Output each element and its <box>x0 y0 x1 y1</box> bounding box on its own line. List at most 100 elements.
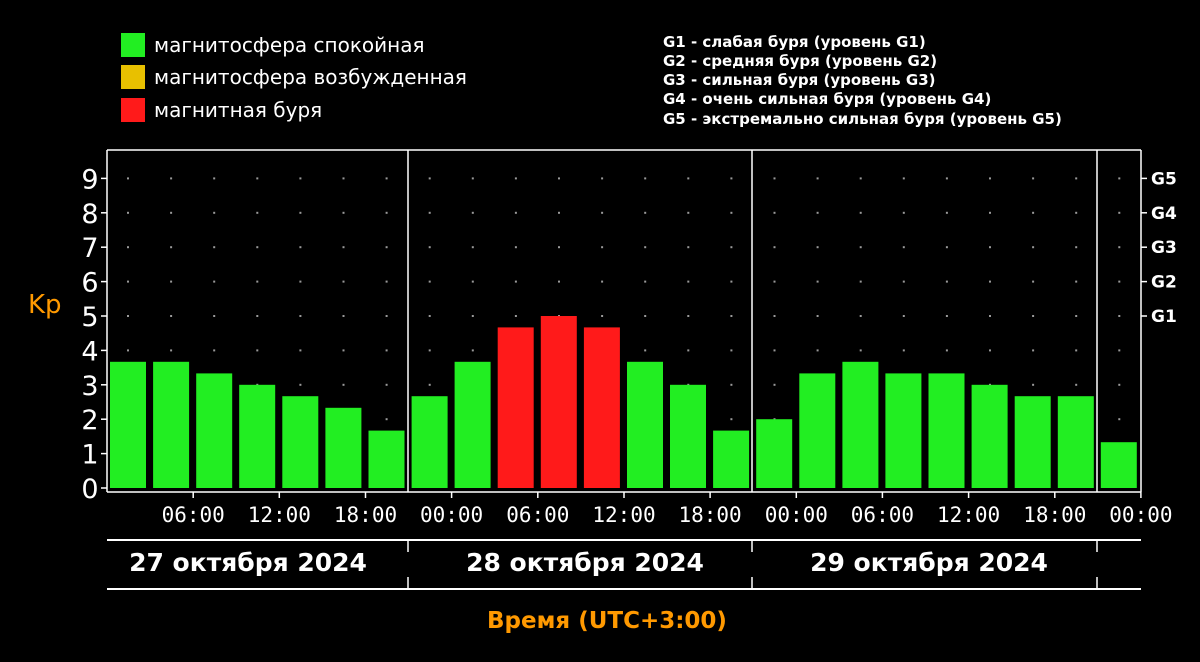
grid-dot <box>471 211 474 214</box>
grid-dot <box>256 349 259 352</box>
grid-dot <box>514 177 517 180</box>
grid-dot <box>558 177 560 180</box>
grid-dots <box>127 177 1121 455</box>
grid-dot <box>428 177 431 180</box>
storm-level-g3: G3 - сильная буря (уровень G3) <box>663 71 936 89</box>
x-tick-label: 18:00 <box>1023 503 1086 527</box>
grid-dot <box>256 315 259 317</box>
grid-dot <box>859 349 862 352</box>
grid-dot <box>1075 280 1078 283</box>
x-tick-label: 06:00 <box>162 503 225 527</box>
grid-dot <box>1118 280 1121 283</box>
bar-12 <box>583 327 620 488</box>
grid-dot <box>1075 383 1078 386</box>
grid-dot <box>471 315 474 317</box>
storm-level-g2: G2 - средняя буря (уровень G2) <box>663 52 937 70</box>
grid-dot <box>989 177 991 180</box>
grid-dot <box>471 177 474 180</box>
bar-4 <box>239 384 276 488</box>
grid-dot <box>385 418 388 421</box>
grid-dot <box>816 315 819 317</box>
grid-dot <box>514 246 517 249</box>
grid-dot <box>213 315 216 317</box>
grid-dot <box>687 280 690 283</box>
bar-7 <box>368 430 405 488</box>
grid-dot <box>256 280 259 283</box>
bar-3 <box>196 373 233 488</box>
grid-dot <box>601 246 604 249</box>
y-tick-label: 3 <box>81 371 98 402</box>
grid-dot <box>730 246 733 249</box>
grid-dot <box>644 315 647 317</box>
grid-dot <box>342 349 345 352</box>
bar-1 <box>110 361 146 488</box>
legend: магнитосфера спокойная магнитосфера возб… <box>121 33 467 122</box>
grid-dot <box>1032 349 1035 352</box>
grid-dot <box>342 211 345 214</box>
grid-dot <box>299 383 302 386</box>
y-tick-label: 5 <box>81 302 98 333</box>
bar-20 <box>928 373 965 488</box>
grid-dot <box>342 315 345 317</box>
x-tick-label: 12:00 <box>937 503 1000 527</box>
grid-dot <box>644 177 647 180</box>
grid-dot <box>687 211 690 214</box>
grid-dot <box>385 315 388 317</box>
grid-dot <box>471 280 474 283</box>
bar-17 <box>799 373 836 488</box>
grid-dot <box>1118 383 1121 386</box>
grid-dot <box>1075 246 1078 249</box>
grid-dot <box>1118 246 1121 249</box>
grid-dot <box>127 211 129 214</box>
grid-dot <box>601 211 604 214</box>
grid-dot <box>902 177 905 180</box>
y-tick-label: 9 <box>81 164 98 195</box>
grid-dot <box>213 177 216 180</box>
bar-9 <box>454 361 491 488</box>
y-ticks: 01 23 456 78 9 <box>81 164 107 505</box>
grid-dot <box>514 211 517 214</box>
grid-dot <box>558 246 560 249</box>
grid-dot <box>1075 349 1078 352</box>
grid-dot <box>730 280 733 283</box>
g-level-label: G4 <box>1151 204 1177 224</box>
bar-8 <box>411 396 448 488</box>
bar-6 <box>325 407 362 488</box>
date-strip: 27 октября 2024 28 октября 2024 29 октяб… <box>107 539 1141 590</box>
grid-dot <box>816 246 819 249</box>
y-tick-label: 6 <box>81 268 98 299</box>
g-level-ticks: G1 G2 G3 G4 G5 <box>1141 169 1177 327</box>
grid-dot <box>299 349 302 352</box>
grid-dot <box>989 280 991 283</box>
grid-dot <box>730 418 733 421</box>
grid-dot <box>342 383 345 386</box>
grid-dot <box>989 246 991 249</box>
y-tick-label: 0 <box>81 474 98 505</box>
grid-dot <box>1118 418 1121 421</box>
y-tick-label: 2 <box>81 405 98 436</box>
grid-dot <box>601 315 604 317</box>
bar-2 <box>153 361 190 488</box>
y-axis-label: Kp <box>28 290 62 320</box>
grid-dot <box>902 211 905 214</box>
grid-dot <box>644 280 647 283</box>
grid-dot <box>170 280 173 283</box>
grid-dot <box>687 349 690 352</box>
grid-dot <box>428 349 431 352</box>
grid-dot <box>945 246 948 249</box>
grid-dot <box>773 177 776 180</box>
grid-dot <box>601 177 604 180</box>
grid-dot <box>816 211 819 214</box>
grid-dot <box>859 280 862 283</box>
grid-dot <box>644 246 647 249</box>
day-label-3: 29 октября 2024 <box>810 548 1048 577</box>
g-level-label: G1 <box>1151 307 1177 327</box>
grid-dot <box>170 315 173 317</box>
grid-dot <box>687 177 690 180</box>
grid-dot <box>945 211 948 214</box>
grid-dot <box>256 246 259 249</box>
grid-dot <box>773 383 776 386</box>
grid-dot <box>730 383 733 386</box>
legend-label-quiet: магнитосфера спокойная <box>154 33 425 57</box>
bar-21 <box>971 384 1008 488</box>
